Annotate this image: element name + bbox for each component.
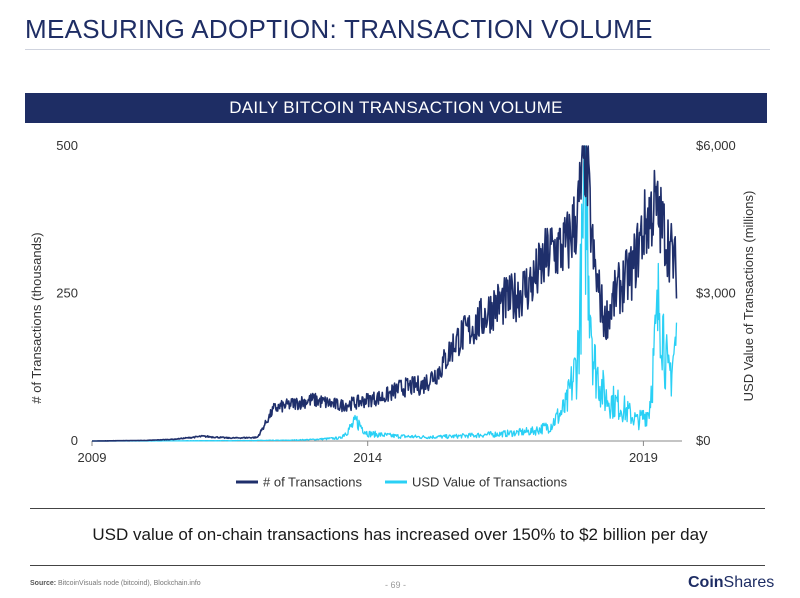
y-tick-label-right: $3,000 [696,286,736,301]
y-tick-label-left: 0 [71,433,78,448]
source-text: BitcoinVisuals node (bitcoind), Blockcha… [58,580,201,587]
page-number: - 69 - [385,580,407,590]
series-line-usd-value [91,145,678,442]
x-tick-label: 2014 [353,450,382,465]
source-note: Source: BitcoinVisuals node (bitcoind), … [30,580,201,587]
chart-title: DAILY BITCOIN TRANSACTION VOLUME [25,93,767,123]
logo-light: Shares [723,574,775,591]
y-tick-label-right: $0 [696,433,710,448]
x-tick-label: 2019 [629,450,658,465]
y-tick-label-left: 250 [56,286,78,301]
title-divider [25,49,770,50]
y-tick-label-right: $6,000 [696,138,736,153]
legend-label: # of Transactions [263,475,362,490]
x-tick-label: 2009 [78,450,107,465]
series-line-transactions [91,145,678,442]
logo: CoinShares [688,574,774,592]
caption-bottom-rule [30,565,765,566]
caption-top-rule [30,508,765,509]
y-axis-label-right: USD Value of Transactions (millions) [741,191,756,402]
source-label: Source: [30,580,57,587]
y-axis-label-left: # of Transactions (thousands) [29,232,44,403]
page-title: MEASURING ADOPTION: TRANSACTION VOLUME [25,14,653,44]
y-tick-label-left: 500 [56,138,78,153]
logo-bold: Coin [688,574,724,591]
chart-area: 2009 2014 2019 0 250 500 $0 $3,000 $6,000 # of T… [29,138,756,490]
legend-label: USD Value of Transactions [412,475,568,490]
caption: USD value of on-chain transactions has i… [92,525,708,544]
